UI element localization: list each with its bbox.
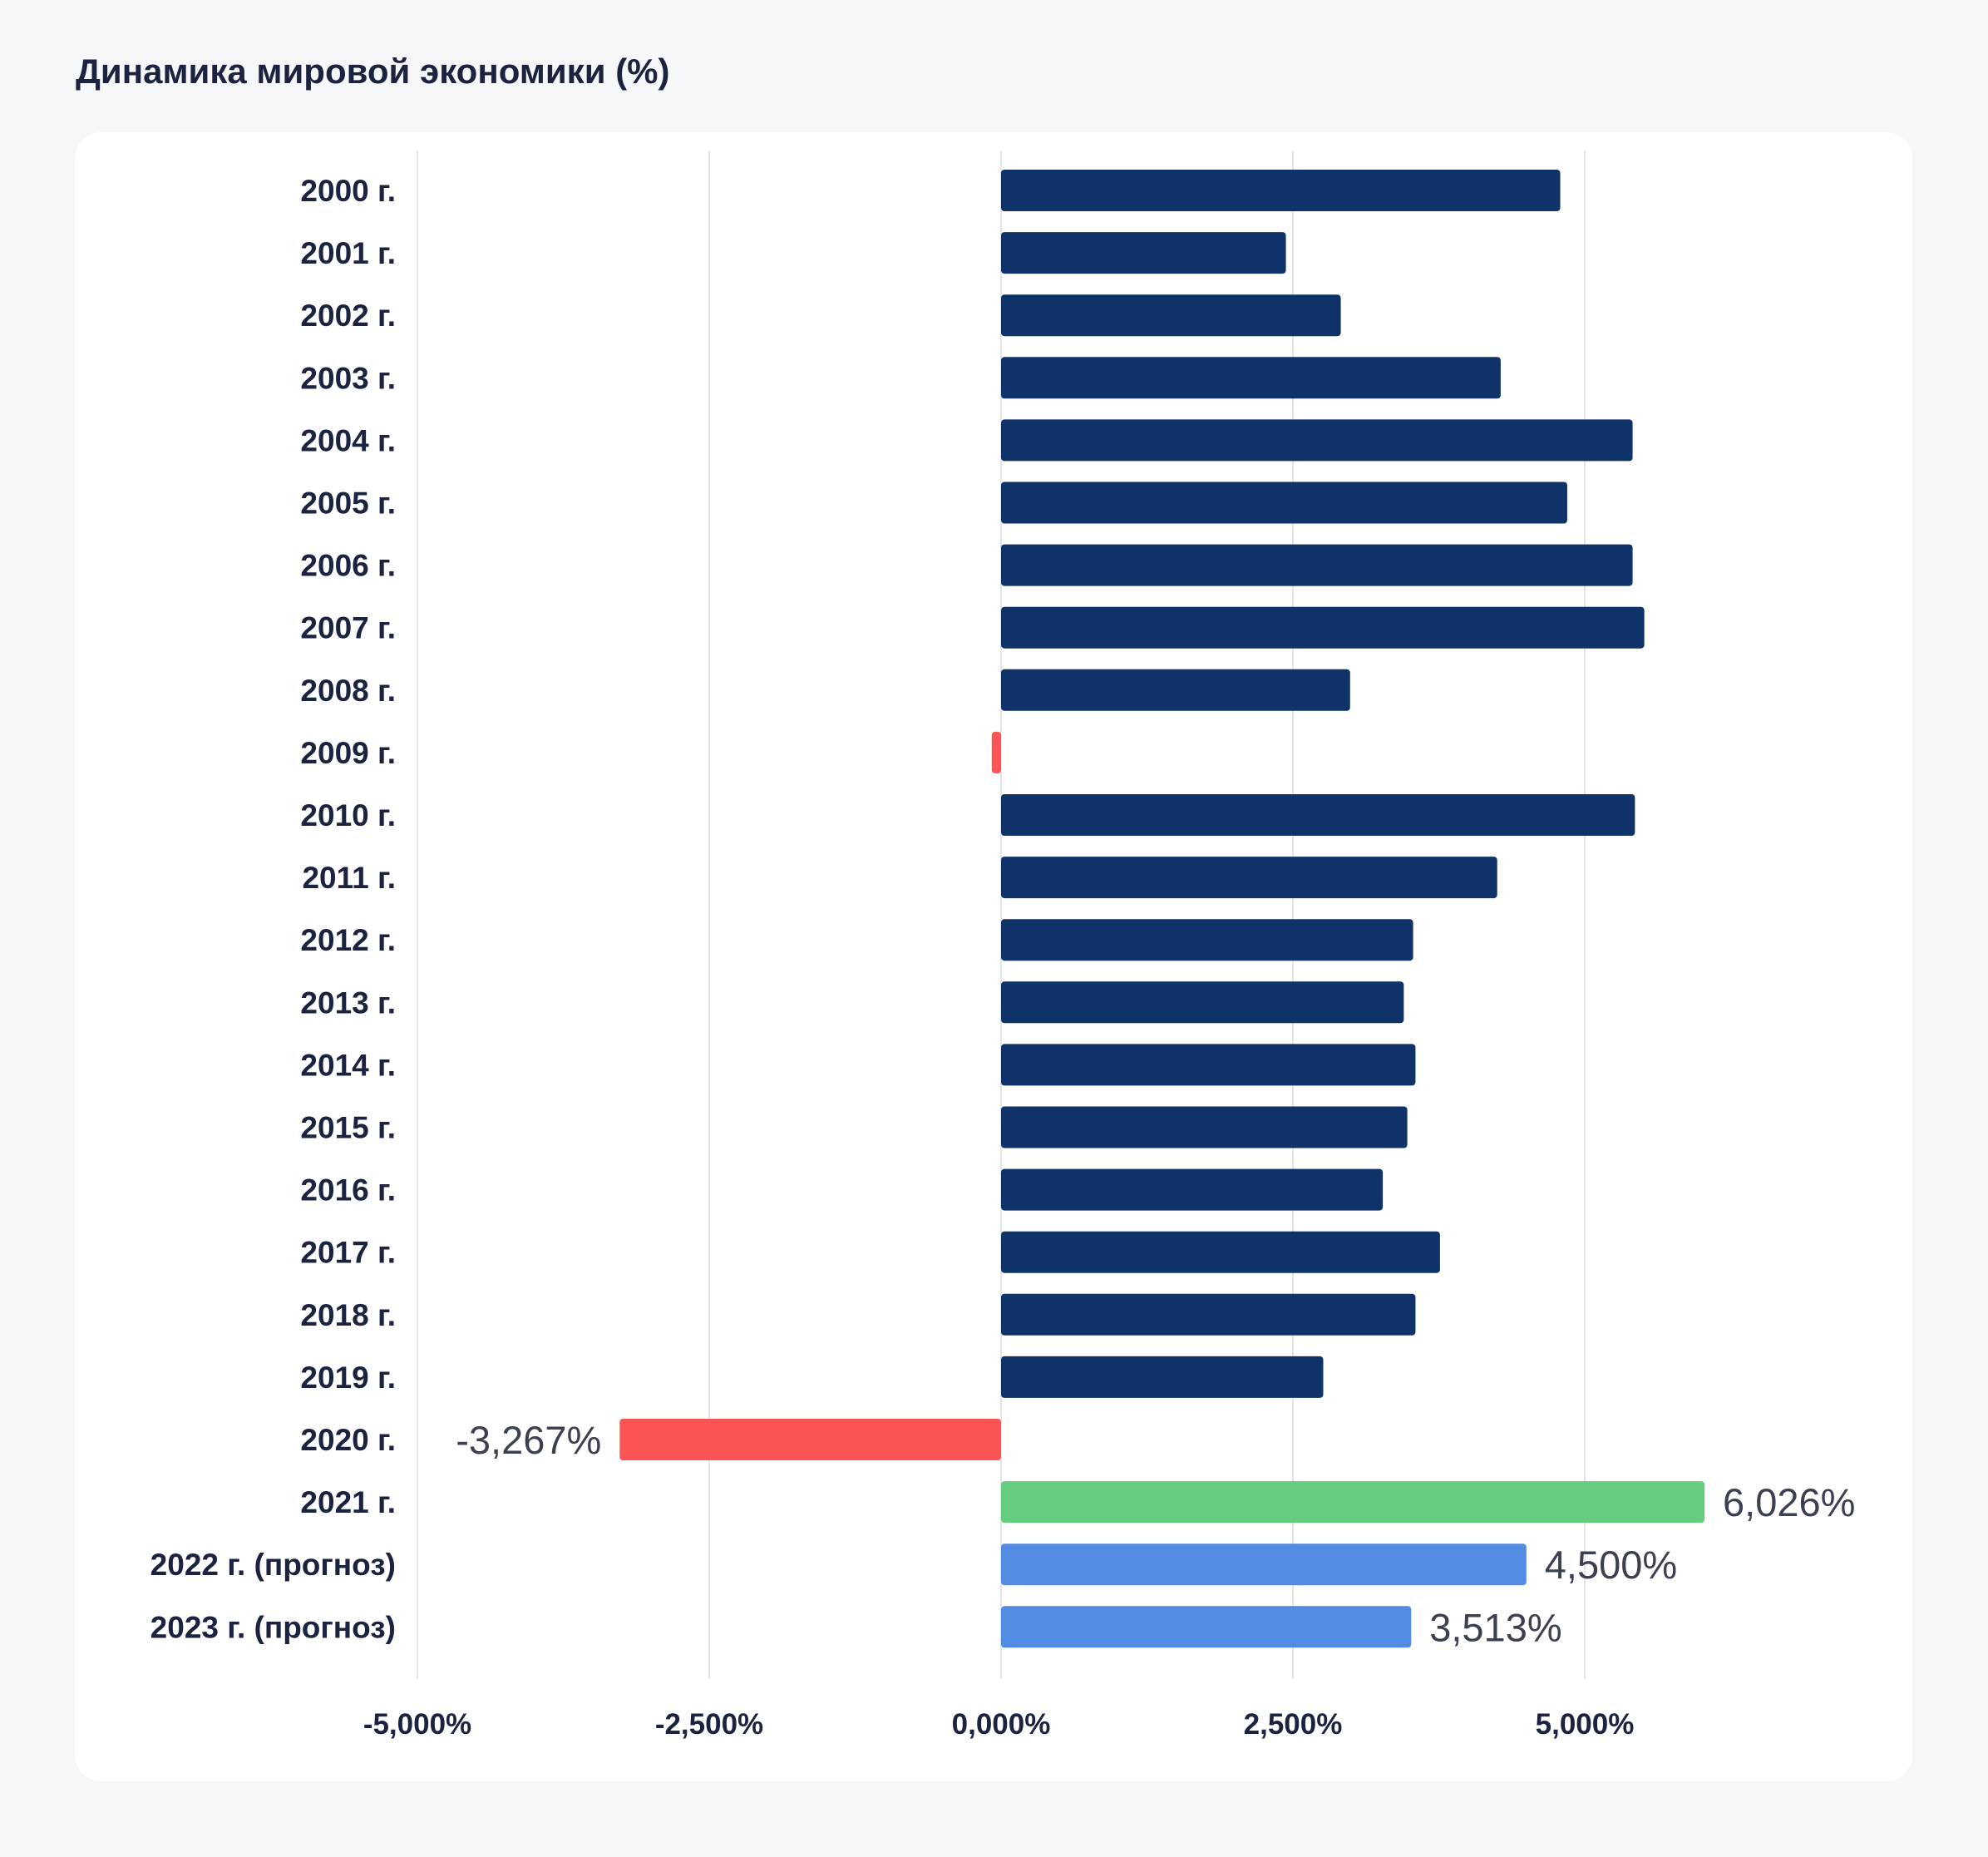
- category-label: 2001 г.: [300, 236, 396, 270]
- bar: [1001, 981, 1404, 1024]
- bar: [1001, 1606, 1412, 1648]
- bar: [619, 1419, 1001, 1460]
- category-label: 2007 г.: [300, 611, 396, 645]
- data-label: 4,500%: [1545, 1543, 1677, 1587]
- category-label: 2012 г.: [300, 923, 396, 957]
- category-label: 2008 г.: [300, 674, 396, 708]
- bar: [1001, 794, 1635, 836]
- bar: [1001, 482, 1567, 524]
- bar: [1001, 606, 1645, 649]
- bars: [619, 170, 1705, 1648]
- category-label: 2018 г.: [300, 1298, 396, 1332]
- bar: [1001, 1106, 1408, 1148]
- bar: [1001, 1044, 1416, 1086]
- bar: [1001, 170, 1561, 211]
- category-label: 2002 г.: [300, 299, 396, 333]
- bar-chart: 2000 г. 2001 г. 2002 г. 2003 г. 2004 г. 2005 …: [150, 151, 1855, 1741]
- category-label: 2011 г.: [302, 861, 396, 895]
- x-tick-labels: -5,000% -2,500% 0,000% 2,500% 5,000%: [363, 1708, 1635, 1741]
- bar: [1001, 857, 1497, 899]
- bar: [1001, 1356, 1324, 1398]
- x-tick-label: 5,000%: [1536, 1708, 1635, 1741]
- bar: [991, 731, 1001, 773]
- x-tick-label: -5,000%: [363, 1708, 471, 1741]
- category-label: 2005 г.: [300, 486, 396, 521]
- chart-title: Динамика мировой экономики (%): [76, 52, 670, 91]
- data-label: 6,026%: [1723, 1480, 1855, 1524]
- category-label: 2004 г.: [300, 423, 396, 457]
- bar: [1001, 1543, 1527, 1586]
- x-tick-label: -2,500%: [655, 1708, 763, 1741]
- category-label: 2013 г.: [300, 985, 396, 1020]
- category-label: 2010 г.: [300, 798, 396, 832]
- category-label: 2016 г.: [300, 1173, 396, 1208]
- category-labels: 2000 г. 2001 г. 2002 г. 2003 г. 2004 г. 2005 …: [150, 174, 396, 1644]
- bar: [1001, 294, 1341, 337]
- bar: [1001, 419, 1633, 462]
- category-label: 2021 г.: [300, 1485, 396, 1519]
- bar: [1001, 1168, 1384, 1211]
- category-label: 2014 г.: [300, 1048, 396, 1082]
- data-label: -3,267%: [456, 1418, 601, 1462]
- category-label: 2023 г. (прогноз): [150, 1610, 396, 1644]
- category-label: 2000 г.: [300, 174, 396, 208]
- x-tick-label: 2,500%: [1244, 1708, 1343, 1741]
- bar: [1001, 357, 1501, 399]
- bar: [1001, 1293, 1416, 1336]
- data-labels: -3,267% 6,026% 4,500% 3,513%: [456, 1418, 1855, 1649]
- category-label: 2020 г.: [300, 1423, 396, 1457]
- data-label: 3,513%: [1429, 1605, 1561, 1649]
- category-label: 2006 г.: [300, 549, 396, 583]
- category-label: 2015 г.: [300, 1111, 396, 1145]
- x-tick-label: 0,000%: [952, 1708, 1051, 1741]
- category-label: 2017 г.: [300, 1236, 396, 1270]
- bar: [1001, 669, 1350, 711]
- bar: [1001, 919, 1413, 961]
- category-label: 2019 г.: [300, 1361, 396, 1395]
- bar: [1001, 544, 1633, 586]
- bar: [1001, 1481, 1705, 1524]
- chart-card: 2000 г. 2001 г. 2002 г. 2003 г. 2004 г. 2005 …: [75, 132, 1912, 1781]
- category-label: 2009 г.: [300, 736, 396, 770]
- category-label: 2003 г.: [300, 361, 396, 395]
- bar: [1001, 232, 1286, 274]
- category-label: 2022 г. (прогноз): [150, 1548, 396, 1582]
- bar: [1001, 1231, 1440, 1273]
